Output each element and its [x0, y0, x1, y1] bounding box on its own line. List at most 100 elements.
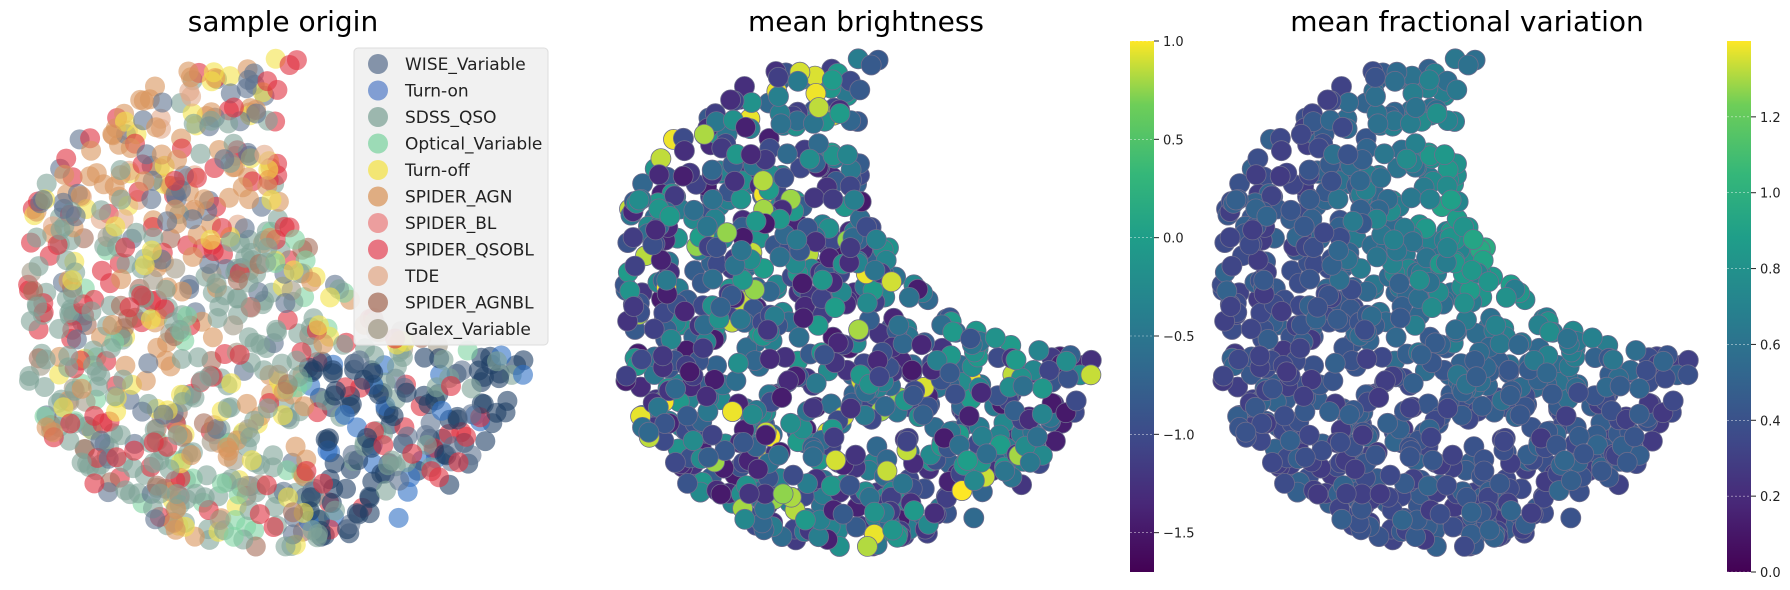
data-point: [66, 329, 87, 350]
data-point: [857, 536, 878, 557]
data-point: [803, 187, 825, 209]
data-point: [702, 268, 724, 290]
data-point: [1568, 426, 1590, 447]
data-point: [1419, 188, 1441, 210]
data-point: [266, 319, 287, 340]
data-point: [1303, 237, 1324, 258]
data-point: [1228, 348, 1249, 370]
data-point: [27, 296, 48, 317]
legend-marker: [368, 160, 388, 180]
data-point: [1442, 444, 1463, 466]
data-point: [840, 237, 861, 259]
data-point: [223, 315, 244, 336]
data-point: [296, 461, 317, 481]
panel-mean-brightness: mean brightness 1.0 0.5 0.0 −0.5 −1.0 −1.5: [614, 5, 1195, 572]
data-point: [1220, 296, 1242, 317]
data-point: [461, 378, 482, 399]
data-point: [334, 404, 355, 425]
data-point: [1591, 460, 1613, 482]
data-point: [824, 297, 846, 319]
data-point: [1555, 405, 1577, 427]
data-point: [324, 385, 345, 406]
data-point: [823, 426, 845, 448]
data-point: [1499, 385, 1521, 406]
data-point: [1031, 403, 1053, 425]
data-point: [180, 67, 201, 88]
data-point: [36, 173, 57, 194]
data-point: [1392, 509, 1413, 531]
data-point: [1567, 382, 1589, 404]
data-point: [745, 210, 767, 232]
data-point: [793, 307, 814, 329]
data-point: [1635, 360, 1657, 381]
data-point: [65, 206, 86, 227]
data-point: [741, 92, 762, 113]
data-point: [1434, 144, 1455, 166]
data-point: [1485, 314, 1507, 336]
colorbar-tick-label: −1.0: [1163, 428, 1195, 443]
data-point: [1454, 536, 1475, 557]
data-point: [461, 404, 482, 425]
data-point: [827, 332, 849, 354]
data-point: [660, 328, 682, 350]
colorbar-tick-label: 0.2: [1760, 490, 1781, 505]
colorbar-tick-label: −1.5: [1163, 527, 1195, 542]
data-point: [349, 350, 370, 371]
data-point: [1573, 443, 1595, 465]
data-point: [166, 484, 187, 504]
data-point: [679, 361, 701, 383]
data-point: [239, 189, 259, 210]
data-point: [840, 397, 862, 419]
data-point: [825, 449, 847, 471]
data-point: [1379, 464, 1401, 486]
data-point: [1330, 431, 1351, 453]
data-point: [1065, 390, 1087, 412]
data-point: [799, 148, 821, 170]
data-point: [219, 66, 240, 87]
data-point: [755, 424, 777, 446]
data-point: [1080, 364, 1102, 386]
data-point: [994, 460, 1016, 482]
data-point: [1405, 97, 1427, 118]
data-point: [665, 452, 686, 473]
legend-label: Turn-on: [404, 82, 469, 102]
data-point: [124, 440, 145, 461]
data-point: [513, 364, 533, 385]
data-point: [645, 219, 666, 241]
data-point: [843, 189, 865, 211]
data-point: [141, 240, 162, 261]
data-point: [1662, 390, 1684, 412]
data-point: [674, 140, 695, 162]
data-point: [1038, 360, 1060, 381]
legend: WISE_Variable Turn-on SDSS_QSO Optical_Vari…: [353, 47, 549, 346]
data-point: [882, 519, 904, 541]
data-point: [822, 188, 844, 210]
colorbar-gradient: [1727, 41, 1751, 572]
data-point: [971, 426, 993, 447]
data-point: [710, 296, 731, 318]
data-point: [126, 222, 147, 243]
data-point: [1495, 286, 1517, 308]
data-point: [1616, 451, 1638, 473]
data-point: [902, 385, 924, 406]
data-point: [487, 351, 507, 372]
data-point: [1274, 472, 1295, 494]
data-point: [145, 509, 166, 530]
data-point: [716, 222, 738, 244]
data-point: [742, 404, 763, 426]
data-point: [1557, 328, 1578, 349]
data-point: [730, 188, 752, 210]
data-point: [143, 269, 163, 290]
data-point: [1335, 483, 1357, 505]
data-point: [776, 143, 798, 165]
data-point: [1332, 116, 1353, 138]
data-point: [116, 254, 137, 274]
data-point: [1440, 189, 1462, 211]
data-point: [735, 116, 756, 138]
scatter-points: [614, 48, 1102, 557]
data-point: [414, 347, 435, 368]
data-point: [56, 250, 77, 271]
data-point: [1262, 378, 1283, 400]
data-point: [383, 406, 404, 427]
data-point: [239, 145, 260, 166]
